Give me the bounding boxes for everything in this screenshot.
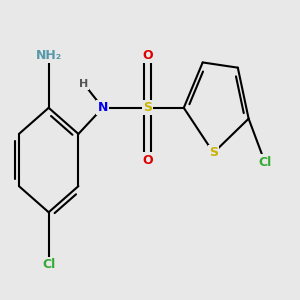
Text: S: S [209, 146, 218, 159]
Text: S: S [143, 101, 152, 114]
Text: Cl: Cl [258, 155, 272, 169]
Text: O: O [142, 49, 153, 62]
Text: H: H [79, 79, 88, 89]
Text: N: N [98, 101, 108, 114]
Text: Cl: Cl [42, 258, 55, 271]
Text: O: O [142, 154, 153, 166]
Text: NH₂: NH₂ [36, 49, 62, 62]
